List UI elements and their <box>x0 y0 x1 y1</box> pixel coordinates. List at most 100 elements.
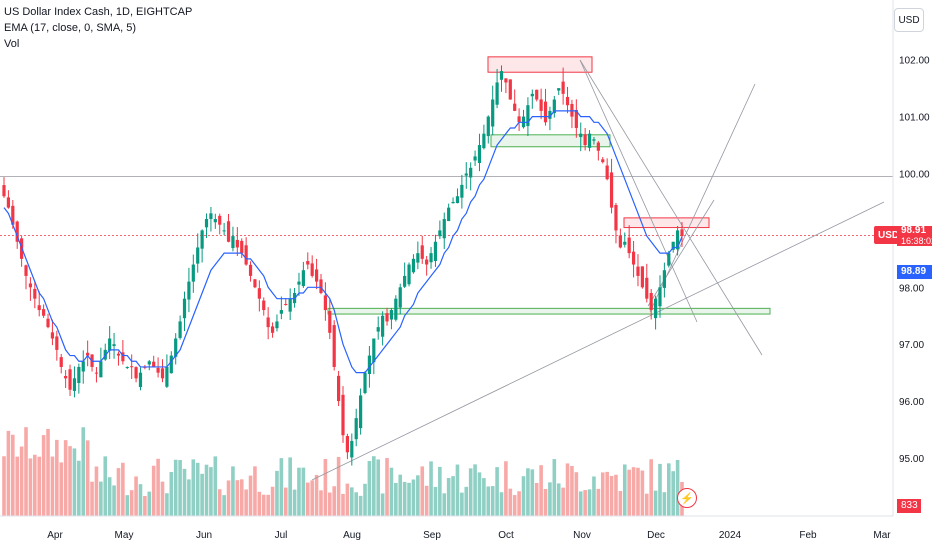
trend-line <box>647 199 715 307</box>
volume-bar <box>614 474 618 516</box>
volume-bar <box>666 463 671 516</box>
volume-bar <box>94 466 99 516</box>
candle-body <box>253 279 257 288</box>
volume-bar <box>649 459 653 516</box>
candle-body <box>310 263 314 276</box>
support-zone <box>490 134 611 148</box>
candle-body <box>499 71 504 80</box>
last-price-badge: 98.91 <box>897 226 932 236</box>
candle-body <box>667 253 671 266</box>
candle-body <box>535 89 539 100</box>
volume-bar <box>85 440 90 516</box>
candle-body <box>539 99 543 111</box>
volume-bar <box>310 480 314 516</box>
candle-body <box>433 241 438 261</box>
candle-body <box>257 288 261 299</box>
candle-body <box>244 245 248 265</box>
trend-line <box>579 59 763 356</box>
candle-body <box>460 184 464 198</box>
candle-body <box>350 440 354 458</box>
volume-bar <box>402 481 407 516</box>
volume-bar <box>534 482 539 516</box>
volume-bar <box>398 474 403 516</box>
volume-bar <box>222 495 226 516</box>
candle-body <box>587 133 592 148</box>
volume-bar <box>622 464 627 516</box>
volume-bar <box>72 448 77 516</box>
candle-body <box>134 367 138 379</box>
candle-body <box>469 167 473 178</box>
currency-button[interactable]: USD <box>894 8 924 32</box>
candle-body <box>99 361 103 378</box>
volume-bar <box>275 470 279 516</box>
x-tick-label: Sep <box>423 530 441 541</box>
candle-body <box>420 245 424 259</box>
volume-bar <box>574 472 579 516</box>
volume-bar <box>332 486 336 516</box>
candle-body <box>81 361 85 372</box>
volume-bar <box>55 439 59 516</box>
ema-value-badge: 98.89 <box>897 265 932 279</box>
volume-bar <box>376 459 381 516</box>
candle-body <box>121 352 125 362</box>
candle-body <box>288 298 292 312</box>
candle-body <box>618 235 622 248</box>
volume-bar <box>143 495 147 516</box>
ema-indicator-label[interactable]: EMA (17, close, 0, SMA, 5) <box>4 22 137 34</box>
volume-bar <box>455 464 460 516</box>
candle-body <box>658 287 662 307</box>
volume-bar <box>446 477 451 516</box>
candle-body <box>46 318 50 328</box>
lightning-icon[interactable]: ⚡ <box>677 488 697 508</box>
volume-bar <box>552 459 557 516</box>
candle-body <box>297 281 301 285</box>
volume-bar <box>129 490 134 516</box>
volume-bar <box>605 471 609 516</box>
candle-body <box>231 236 235 249</box>
volume-bar <box>394 482 398 516</box>
candle-body <box>407 264 411 285</box>
candle-body <box>301 270 305 287</box>
candle-body <box>174 338 178 357</box>
volume-bar <box>372 456 376 516</box>
volume-bar <box>486 486 491 516</box>
candle-body <box>262 300 266 311</box>
volume-bar <box>187 479 191 516</box>
candle-body <box>495 82 499 105</box>
symbol-title[interactable]: US Dollar Index Cash, 1D, EIGHTCAP <box>4 6 193 18</box>
candle-body <box>345 435 350 453</box>
volume-bar <box>495 467 499 516</box>
volume-bar <box>526 468 530 516</box>
candle-body <box>398 287 402 308</box>
ema-polyline <box>3 110 683 374</box>
volume-indicator-label[interactable]: Vol <box>4 38 20 50</box>
candle-body <box>403 275 407 287</box>
volume-bar <box>464 486 469 516</box>
volume-bar <box>116 468 121 516</box>
candle-body <box>482 133 486 149</box>
volume-bar <box>239 479 244 516</box>
volume-bar <box>350 487 354 516</box>
candle-body <box>636 266 640 276</box>
candle-body <box>548 110 552 119</box>
candle-body <box>354 418 358 440</box>
support-zone <box>327 307 771 315</box>
volume-bar <box>33 454 37 516</box>
volume-bar <box>675 459 680 516</box>
candle-body <box>77 366 81 384</box>
candle-body <box>200 230 204 249</box>
candle-body <box>473 156 477 161</box>
candle-body <box>508 79 512 100</box>
volume-bar <box>477 472 482 516</box>
candle-body <box>218 215 222 225</box>
candle-body <box>394 298 398 320</box>
x-tick-label: Oct <box>498 530 514 541</box>
volume-bar <box>112 485 116 516</box>
candle-body <box>86 352 90 356</box>
candle-body <box>138 372 143 388</box>
volume-bar <box>451 476 455 516</box>
candle-body <box>59 357 63 367</box>
volume-bar <box>231 466 235 516</box>
